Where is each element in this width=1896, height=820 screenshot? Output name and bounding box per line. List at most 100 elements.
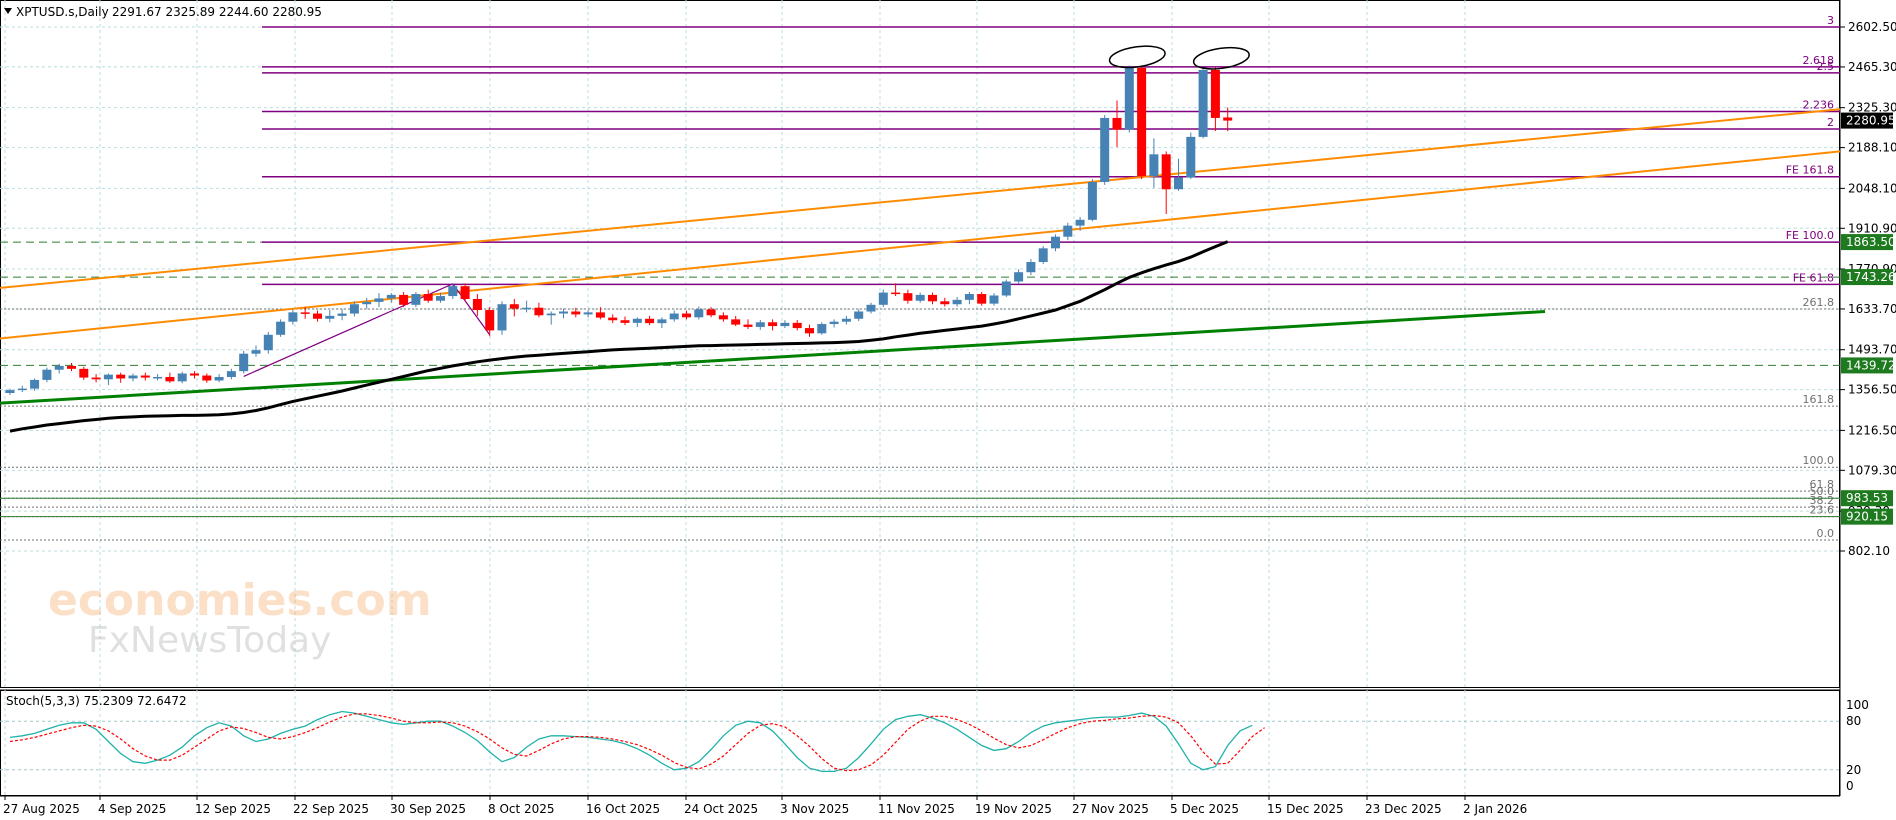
price-tag: 1439.72 <box>1841 357 1896 374</box>
candle <box>1051 234 1060 252</box>
candle <box>817 322 827 335</box>
watermark: economies.com FxNewsToday <box>48 575 432 661</box>
candle-body <box>140 375 150 378</box>
price-tag: 1863.50 <box>1841 234 1896 251</box>
candle-body <box>903 293 913 301</box>
candle <box>792 319 802 331</box>
candle <box>226 368 236 380</box>
price-tag-label: 983.53 <box>1846 491 1888 505</box>
candle <box>718 312 728 322</box>
candle-body <box>583 312 593 315</box>
candle <box>645 315 655 326</box>
candle <box>177 371 187 384</box>
candle <box>866 302 876 314</box>
candle <box>42 367 52 383</box>
price-tags: 2280.95 1863.50 1743.26 1439.72 983.53 920.15 <box>1841 112 1896 525</box>
candle <box>657 317 667 329</box>
symbol-label: XPTUSD.s,Daily <box>16 5 109 19</box>
candle <box>214 374 224 383</box>
stochastic-panel <box>9 710 1265 773</box>
price-tag-label: 1439.72 <box>1846 358 1896 372</box>
candle-body <box>1063 225 1073 237</box>
candle <box>128 373 138 382</box>
watermark-brand: economies.com <box>48 575 432 626</box>
candle <box>829 319 839 328</box>
candle <box>30 378 40 391</box>
price-tag-label: 2280.95 <box>1846 114 1896 128</box>
candle-body <box>608 317 618 321</box>
candle-body <box>595 312 605 318</box>
fib-ext-label: 2.618 <box>1803 54 1835 67</box>
candle-body <box>694 309 704 318</box>
grid <box>0 0 1840 796</box>
candle <box>632 317 642 327</box>
candle-body <box>276 321 286 335</box>
price-tag-box <box>1841 269 1893 286</box>
candle <box>1063 222 1073 241</box>
stoch-tick-label: 80 <box>1846 714 1861 728</box>
candle-body <box>153 376 163 379</box>
date-label: 8 Oct 2025 <box>488 802 555 816</box>
candle <box>1014 269 1024 284</box>
moving-average-line <box>9 240 1229 433</box>
candles <box>5 65 1233 396</box>
candle <box>1087 179 1097 222</box>
candle <box>91 374 101 383</box>
candle-body <box>559 311 568 314</box>
candle-body <box>1137 67 1147 177</box>
candle <box>1075 216 1085 231</box>
candle <box>854 309 864 322</box>
candle-body <box>226 371 236 377</box>
candle-body <box>325 315 335 319</box>
candle <box>349 301 359 317</box>
candle-body <box>103 374 113 380</box>
fib-ext-label: FE 100.0 <box>1786 229 1834 242</box>
date-label: 2 Jan 2026 <box>1463 802 1527 816</box>
fib-ext-label: FE 61.8 <box>1793 271 1834 284</box>
stoch-tick-label: 20 <box>1846 763 1861 777</box>
candle <box>17 385 27 393</box>
stoch-tick-label: 0 <box>1846 779 1854 793</box>
candle <box>1223 107 1233 132</box>
candle <box>940 297 950 307</box>
date-label: 15 Dec 2025 <box>1267 802 1344 816</box>
candle-body <box>534 307 544 316</box>
candle <box>300 307 310 319</box>
candle <box>140 372 150 381</box>
candle-body <box>1124 67 1134 130</box>
price-tag-label: 920.15 <box>1846 510 1888 524</box>
candle <box>103 373 113 386</box>
candle <box>1198 68 1208 139</box>
candle <box>239 350 249 374</box>
chart-header: XPTUSD.s,Daily 2291.67 2325.89 2244.60 2… <box>4 5 322 19</box>
candle <box>448 283 458 299</box>
fib-retr-label: 161.8 <box>1803 393 1835 406</box>
fib-retr-label: 0.0 <box>1817 527 1835 540</box>
stoch-tick-label: 100 <box>1846 698 1869 712</box>
candle-body <box>878 292 888 305</box>
ohlc-values: 2291.67 2325.89 2244.60 2280.95 <box>112 5 322 19</box>
candle <box>1026 259 1036 276</box>
fib-ext-label: 2.5 <box>1817 60 1835 73</box>
stoch-signal-line <box>9 713 1265 772</box>
candle-body <box>509 304 519 309</box>
candle <box>1149 138 1159 188</box>
candle <box>891 283 901 297</box>
candle <box>694 306 704 320</box>
candle-body <box>891 292 901 295</box>
candle-body <box>436 296 445 301</box>
candle-body <box>1087 181 1097 220</box>
fib-ext-label: 2 <box>1827 116 1834 129</box>
price-tick-label: 802.10 <box>1848 544 1890 558</box>
candle-body <box>854 311 864 319</box>
candle <box>989 293 999 306</box>
candle-body <box>190 373 199 376</box>
candle-body <box>915 294 925 301</box>
candle-body <box>989 295 999 304</box>
rising-support-line <box>0 310 1546 405</box>
candle-body <box>337 313 347 316</box>
candle-body <box>239 353 249 372</box>
candle-body <box>1075 219 1085 226</box>
candle-body <box>313 313 322 319</box>
